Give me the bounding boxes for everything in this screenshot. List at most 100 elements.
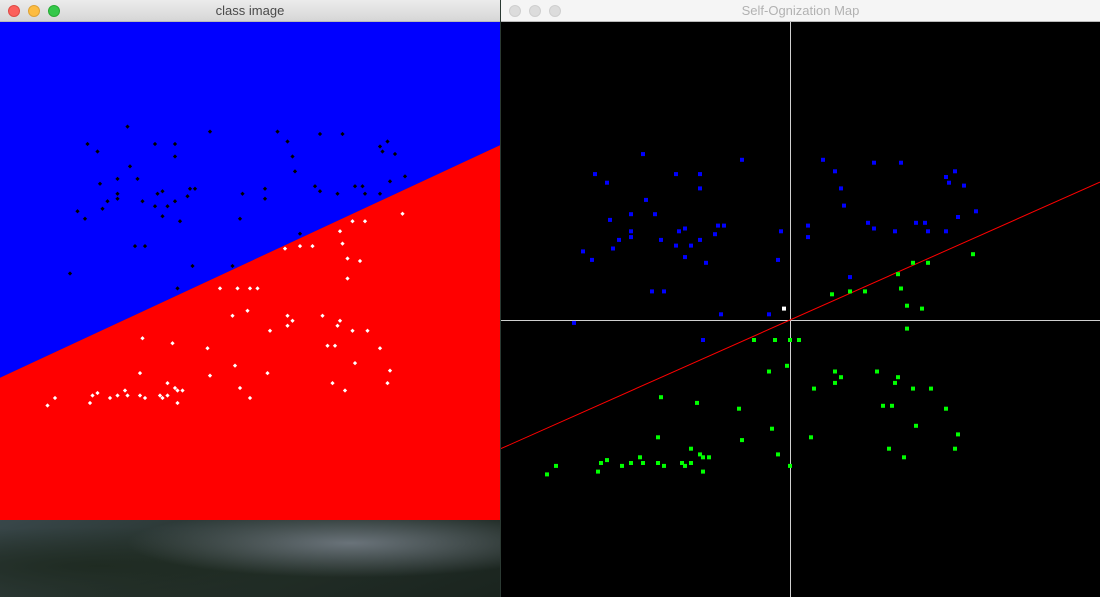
sample-point <box>360 184 365 189</box>
class-image-window[interactable]: class image <box>0 0 500 520</box>
som-point <box>713 232 717 237</box>
sample-point <box>85 141 90 147</box>
minimize-button[interactable] <box>529 5 541 17</box>
minimize-button[interactable] <box>28 5 40 17</box>
som-point <box>890 403 894 408</box>
sample-point <box>285 139 290 144</box>
sample-point <box>247 395 253 401</box>
sample-point <box>115 196 120 201</box>
class-image-canvas <box>0 22 500 520</box>
sample-point <box>177 219 183 224</box>
sample-point <box>297 243 303 249</box>
sample-point <box>377 144 383 149</box>
sample-point <box>282 246 288 251</box>
sample-point <box>82 216 88 221</box>
som-point <box>887 446 891 451</box>
som-point <box>611 246 615 251</box>
sample-point <box>380 149 385 154</box>
sample-point <box>230 313 235 318</box>
som-point <box>863 289 867 294</box>
som-point <box>833 380 837 385</box>
sample-point <box>262 186 268 191</box>
som-point <box>659 237 663 242</box>
sample-point <box>337 318 343 323</box>
som-point <box>914 423 918 428</box>
som-point <box>689 446 693 451</box>
close-button[interactable] <box>509 5 521 17</box>
som-point <box>812 386 816 391</box>
class-image-titlebar[interactable]: class image <box>0 0 500 22</box>
som-point <box>785 363 789 368</box>
som-point <box>629 235 633 240</box>
som-point <box>974 209 978 214</box>
sample-point <box>142 243 148 249</box>
sample-point <box>317 189 323 194</box>
sample-point <box>187 186 193 191</box>
sample-point <box>362 219 368 224</box>
sample-point <box>245 308 250 313</box>
som-point <box>662 289 666 294</box>
som-point <box>608 217 612 222</box>
som-point <box>893 380 897 385</box>
sample-point <box>175 388 180 393</box>
som-point <box>683 255 687 260</box>
som-point <box>695 400 699 405</box>
zoom-button[interactable] <box>549 5 561 17</box>
sample-point <box>185 194 190 199</box>
sample-point <box>217 286 223 291</box>
som-point <box>956 215 960 219</box>
som-point <box>872 160 876 165</box>
sample-point <box>115 191 120 196</box>
sample-point <box>142 395 148 401</box>
som-point <box>620 463 624 468</box>
sample-point <box>207 129 213 134</box>
som-point <box>545 472 549 477</box>
sample-point <box>310 243 315 249</box>
sample-point <box>180 388 185 393</box>
som-point <box>656 435 660 440</box>
som-point <box>902 455 906 460</box>
som-point <box>629 229 633 234</box>
class-region-upper <box>0 22 500 378</box>
close-button[interactable] <box>8 5 20 17</box>
sample-point <box>175 286 180 291</box>
som-titlebar[interactable]: Self-Ognization Map <box>501 0 1100 22</box>
som-point <box>962 183 966 188</box>
som-point <box>701 455 705 460</box>
sample-point <box>240 191 245 196</box>
som-point <box>839 186 843 191</box>
sample-point <box>297 231 303 236</box>
sample-point <box>402 174 408 179</box>
sample-point <box>190 263 195 269</box>
som-window[interactable]: Self-Ognization Map <box>501 0 1100 597</box>
som-point <box>881 403 885 408</box>
sample-point <box>97 181 103 186</box>
sample-point <box>387 368 393 373</box>
som-point <box>848 289 852 294</box>
sample-point <box>157 393 163 398</box>
sample-point <box>385 139 390 144</box>
som-point <box>689 243 693 248</box>
sample-point <box>165 380 170 386</box>
som-point <box>944 175 948 179</box>
som-point <box>788 463 792 468</box>
sample-point <box>377 346 383 351</box>
som-point <box>701 338 705 342</box>
som-point <box>788 338 792 342</box>
som-point <box>872 226 876 231</box>
som-point <box>704 260 708 265</box>
som-point <box>896 272 900 277</box>
sample-point <box>365 328 370 333</box>
sample-point <box>232 363 238 368</box>
zoom-button[interactable] <box>48 5 60 17</box>
som-canvas <box>501 22 1100 597</box>
sample-point <box>352 360 358 366</box>
som-point <box>953 446 957 451</box>
sample-point <box>247 286 253 291</box>
som-point <box>809 435 813 440</box>
som-point <box>911 386 915 391</box>
sample-point <box>350 328 355 333</box>
som-point <box>848 275 852 280</box>
sample-point <box>207 373 213 378</box>
sample-point <box>115 176 120 182</box>
